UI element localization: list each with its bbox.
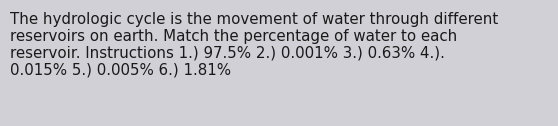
- Text: reservoirs on earth. Match the percentage of water to each: reservoirs on earth. Match the percentag…: [10, 29, 457, 44]
- Text: The hydrologic cycle is the movement of water through different: The hydrologic cycle is the movement of …: [10, 12, 498, 27]
- Text: 0.015% 5.) 0.005% 6.) 1.81%: 0.015% 5.) 0.005% 6.) 1.81%: [10, 62, 231, 77]
- Text: reservoir. Instructions 1.) 97.5% 2.) 0.001% 3.) 0.63% 4.).: reservoir. Instructions 1.) 97.5% 2.) 0.…: [10, 45, 445, 60]
